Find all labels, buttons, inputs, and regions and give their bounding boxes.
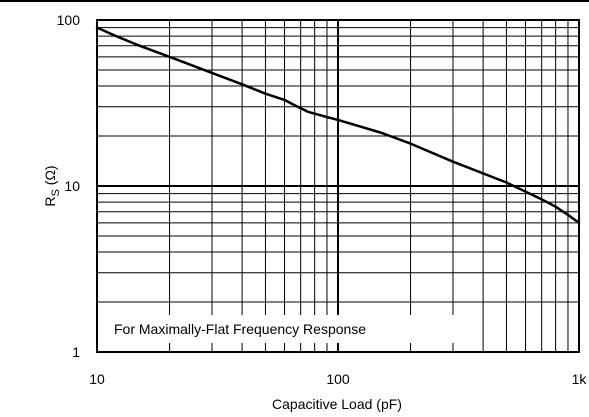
y-tick-label: 10 xyxy=(64,178,80,194)
y-axis-label: RS (Ω) xyxy=(42,165,62,206)
y-axis-label-unit: (Ω) xyxy=(42,165,58,189)
series-line xyxy=(95,26,581,225)
series-layer xyxy=(95,26,581,225)
annotation-text: For Maximally-Flat Frequency Response xyxy=(114,321,366,337)
annotation-box xyxy=(105,315,460,343)
plot-frame xyxy=(96,19,580,353)
x-tick-label: 10 xyxy=(89,371,105,387)
y-axis-label-main: R xyxy=(42,196,58,206)
x-axis-label: Capacitive Load (pF) xyxy=(272,396,402,412)
y-axis-label-subscript: S xyxy=(50,189,62,196)
x-tick-label: 1k xyxy=(572,371,588,387)
y-tick-labels: 1 10 100 xyxy=(57,12,81,360)
top-rule xyxy=(0,0,589,2)
x-tick-labels: 10 100 1k xyxy=(89,371,587,387)
y-tick-label: 100 xyxy=(57,12,81,28)
x-tick-label: 100 xyxy=(326,371,350,387)
y-tick-label: 1 xyxy=(72,344,80,360)
